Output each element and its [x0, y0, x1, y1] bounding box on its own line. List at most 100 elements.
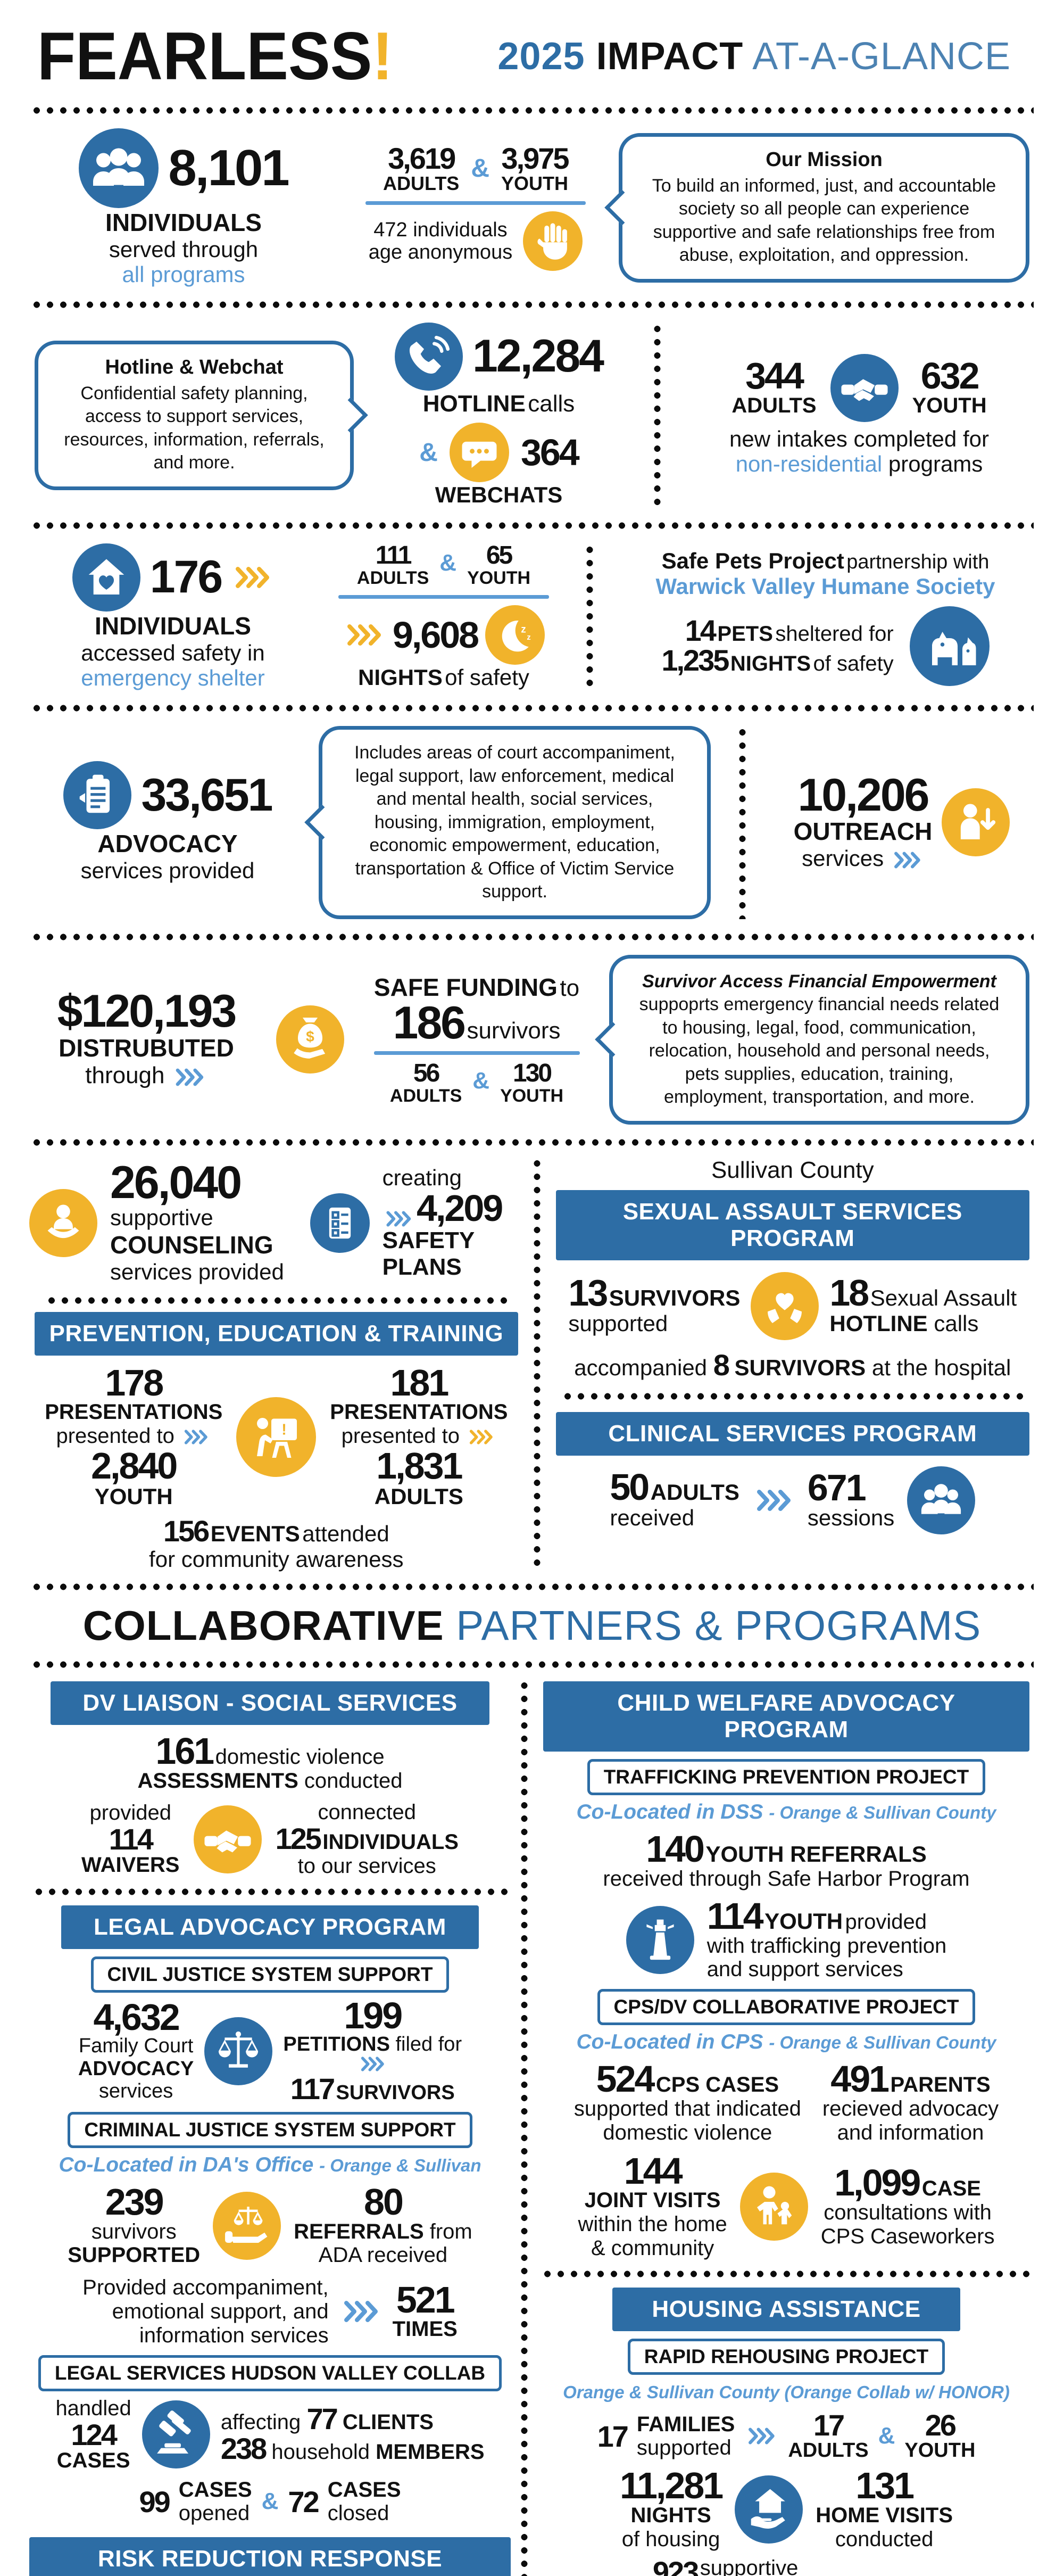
members-bold: MEMBERS: [376, 2440, 485, 2464]
left-column: DV LIAISON - SOCIAL SERVICES 161 domesti…: [29, 1679, 511, 2576]
youth-referrals-line: 140 YOUTH REFERRALS received through Saf…: [538, 1830, 1035, 1891]
p2-n: 1,831: [376, 1445, 463, 1487]
families-rest: supported: [636, 2436, 732, 2460]
dotted-vertical-divider: [520, 1679, 528, 2576]
pet-value: 199: [344, 1994, 403, 2036]
shelter-l2: accessed safety in: [81, 640, 265, 666]
adults-youth-line: 3,619 ADULTS & 3,975 YOUTH: [351, 141, 601, 195]
members-value: 238: [220, 2432, 267, 2466]
families-value: 17: [597, 2419, 629, 2453]
gavel-icon: [142, 2400, 210, 2469]
housing-amp: &: [878, 2423, 895, 2449]
opened-value: 99: [139, 2484, 171, 2519]
waivers-block: provided 114 WAIVERS: [81, 1801, 179, 1877]
referrals-bold: REFERRALS: [294, 2219, 424, 2243]
shelter-youth-value: 65: [486, 541, 513, 570]
hotline-label-bold: HOTLINE: [422, 391, 526, 417]
sasp-banner: SEXUAL ASSAULT SERVICES PROGRAM: [555, 1190, 1029, 1260]
sasp-survivors-rest: supported: [568, 1311, 668, 1336]
hotline-bubble-title: Hotline & Webchat: [105, 356, 284, 378]
funding-youth-value: 130: [513, 1059, 552, 1088]
mission-body: To build an informed, just, and accounta…: [652, 175, 996, 266]
header: FEARLESS! 2025 IMPACT AT-A-GLANCE: [29, 14, 1035, 96]
fc-bold: ADVOCACY: [78, 2057, 194, 2080]
handled-pre: handled: [55, 2396, 131, 2420]
tp-loc-bold: Co-Located in DSS: [576, 1800, 763, 1823]
civil-justice-box: CIVIL JUSTICE SYSTEM SUPPORT: [90, 1956, 450, 1993]
ra-youth-value: 26: [925, 2408, 957, 2442]
opened-label: CASES opened: [179, 2478, 252, 2526]
ty-value: 114: [706, 1895, 764, 1937]
fc-value: 4,632: [93, 1996, 180, 2038]
opened-closed-line: 99 CASES opened & 72 CASES closed: [29, 2478, 511, 2526]
brand-exclamation: !: [372, 18, 393, 95]
served-sub1: served through: [109, 237, 259, 262]
mission-bubble: Our Mission To build an informed, just, …: [619, 133, 1029, 283]
case-mgmt-line: 923 supportiveCASE MANAGEMENT and advoca…: [538, 2556, 1035, 2576]
cps-cases-value: 524: [596, 2058, 655, 2100]
svg-text:!: !: [282, 1422, 287, 1439]
acc-l2: emotional support, and: [112, 2299, 329, 2323]
youth-value: 3,975: [501, 141, 569, 175]
crim-loc-rest: - Orange & Sullivan: [319, 2156, 481, 2176]
cps-stats-line: 524 CPS CASES supported that indicated d…: [538, 2058, 1035, 2145]
nights-label: NIGHTS of safety: [329, 665, 558, 690]
advocacy-bubble-body: Includes areas of court accompaniment, l…: [354, 742, 675, 902]
times-bold: TIMES: [392, 2317, 458, 2341]
acc-l1: Provided accompaniment,: [82, 2276, 329, 2300]
ra-adults: 17 ADULTS: [788, 2410, 868, 2462]
closed-label: CASES closed: [328, 2478, 401, 2526]
dv-assessments-line: 161 domestic violence ASSESSMENTS conduc…: [29, 1732, 511, 1793]
brand-logo: FEARLESS!: [37, 18, 393, 96]
served-value: 8,101: [168, 139, 289, 197]
accompanied-line: accompanied 8 SURVIVORS at the hospital: [551, 1350, 1035, 1381]
outreach-sub: services: [794, 846, 933, 871]
advocacy-clipboard-icon: [63, 761, 132, 830]
funding-youth: 130 YOUTH: [500, 1061, 563, 1107]
funding-through: through: [35, 1062, 258, 1089]
advocacy-line: 33,651: [35, 761, 301, 830]
affecting-pre: affecting: [220, 2410, 301, 2434]
ty-provided: provided: [845, 1910, 927, 1934]
supported-value: 239: [105, 2181, 164, 2223]
cm-supportive: supportive: [700, 2556, 799, 2576]
group-sessions-icon: [907, 1466, 976, 1534]
connected-line: 125 INDIVIDUALS: [276, 1823, 459, 1854]
anon-line2: age anonymous: [368, 241, 513, 264]
sasp-survivors-value: 13: [568, 1272, 608, 1314]
pets-title-line: Safe Pets Project partnership with: [621, 548, 1029, 574]
safe-bubble-body: Survivor Access Financial Empowerment su…: [631, 970, 1008, 1109]
blue-rule: [365, 201, 586, 205]
adults-youth-stat: 3,619 ADULTS & 3,975 YOUTH 472 individua…: [351, 141, 601, 271]
parent-child-icon: [739, 2173, 808, 2241]
shelter-adults: 111 ADULTS: [357, 543, 429, 589]
referrals-l2: ADA received: [318, 2243, 448, 2267]
safe-funding-bold: SAFE FUNDING: [373, 973, 558, 1001]
shelter-adults-label: ADULTS: [356, 567, 429, 588]
ty-line3: and support services: [706, 1958, 903, 1981]
intake-youth-label: YOUTH: [912, 393, 987, 417]
referrals-block: 80 REFERRALS from ADA received: [294, 2183, 472, 2267]
shelter-row: 176 INDIVIDUALS accessed safety in emerg…: [29, 540, 1035, 693]
funding-ay-line: 56 ADULTS & 130 YOUTH: [362, 1061, 591, 1107]
p1-n-label: YOUTH: [94, 1483, 173, 1509]
svg-text:z: z: [521, 624, 526, 635]
pets-title-bold: Safe Pets Project: [661, 548, 844, 573]
connected-block: connected 125 INDIVIDUALS to our service…: [276, 1801, 459, 1878]
home-visits-block: 131 HOME VISITS conducted: [816, 2467, 953, 2551]
shelter-house-icon: [72, 543, 140, 612]
hotline-calls-value: 12,284: [472, 331, 604, 382]
plans-label: SAFETY PLANS: [382, 1227, 475, 1281]
anonymous-line: 472 individuals age anonymous: [351, 211, 601, 271]
advocacy-row: 33,651 ADVOCACY services provided Includ…: [29, 723, 1035, 922]
phone-icon: [394, 323, 463, 391]
nights-label-bold: NIGHTS: [358, 664, 443, 690]
advocacy-value: 33,651: [141, 769, 273, 821]
shelter-adults-value: 111: [375, 541, 412, 570]
clinical-sessions-label: sessions: [807, 1505, 895, 1531]
pet-survivors-line: 117 SURVIVORS: [283, 2074, 462, 2104]
cases-amp: &: [261, 2488, 279, 2515]
hotline-stats: 12,284 HOTLINE calls & 364 WEBCHATS: [372, 323, 626, 508]
